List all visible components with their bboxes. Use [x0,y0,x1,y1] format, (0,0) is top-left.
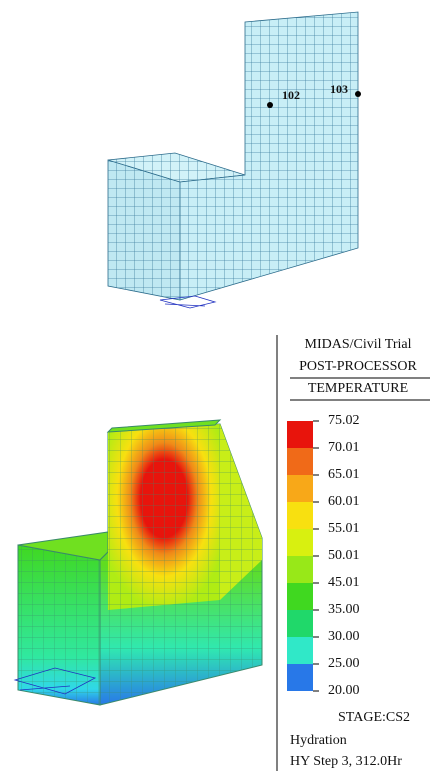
figure: 102 103 MIDAS/Civil Trial POST-PROCESSOR… [0,0,438,771]
legend-swatch [287,610,313,637]
legend-label: 25.00 [328,656,360,671]
legend-swatch [287,421,313,448]
legend-swatch [287,448,313,475]
contour-model [15,420,262,705]
legend-swatch [287,502,313,529]
legend-swatch [287,556,313,583]
legend-swatch [287,664,313,691]
stage: STAGE:CS2 [338,710,410,725]
legend-label: 70.01 [328,440,360,455]
legend-label: 55.01 [328,521,360,536]
point-label: 102 [282,88,300,102]
legend-label: 65.01 [328,467,360,482]
legend-label: 75.02 [328,413,360,428]
legend-swatch [287,529,313,556]
legend: 75.02 70.01 65.01 60.01 55.01 50.01 45.01 35.00… [287,413,360,698]
legend-label: 45.01 [328,575,360,590]
analysis: Hydration [290,733,347,748]
module-name: POST-PROCESSOR [299,359,417,374]
legend-label: 35.00 [328,602,360,617]
legend-label: 30.00 [328,629,360,644]
legend-swatch [287,475,313,502]
step: HY Step 3, 312.0Hr [290,754,402,769]
point-label: 103 [330,82,348,96]
software-name: MIDAS/Civil Trial [305,337,412,352]
legend-swatch [287,583,313,610]
result-name: TEMPERATURE [308,381,408,396]
legend-swatch [287,637,313,664]
legend-label: 20.00 [328,683,360,698]
legend-label: 50.01 [328,548,360,563]
mesh-model: 102 103 [108,12,361,308]
legend-label: 60.01 [328,494,360,509]
